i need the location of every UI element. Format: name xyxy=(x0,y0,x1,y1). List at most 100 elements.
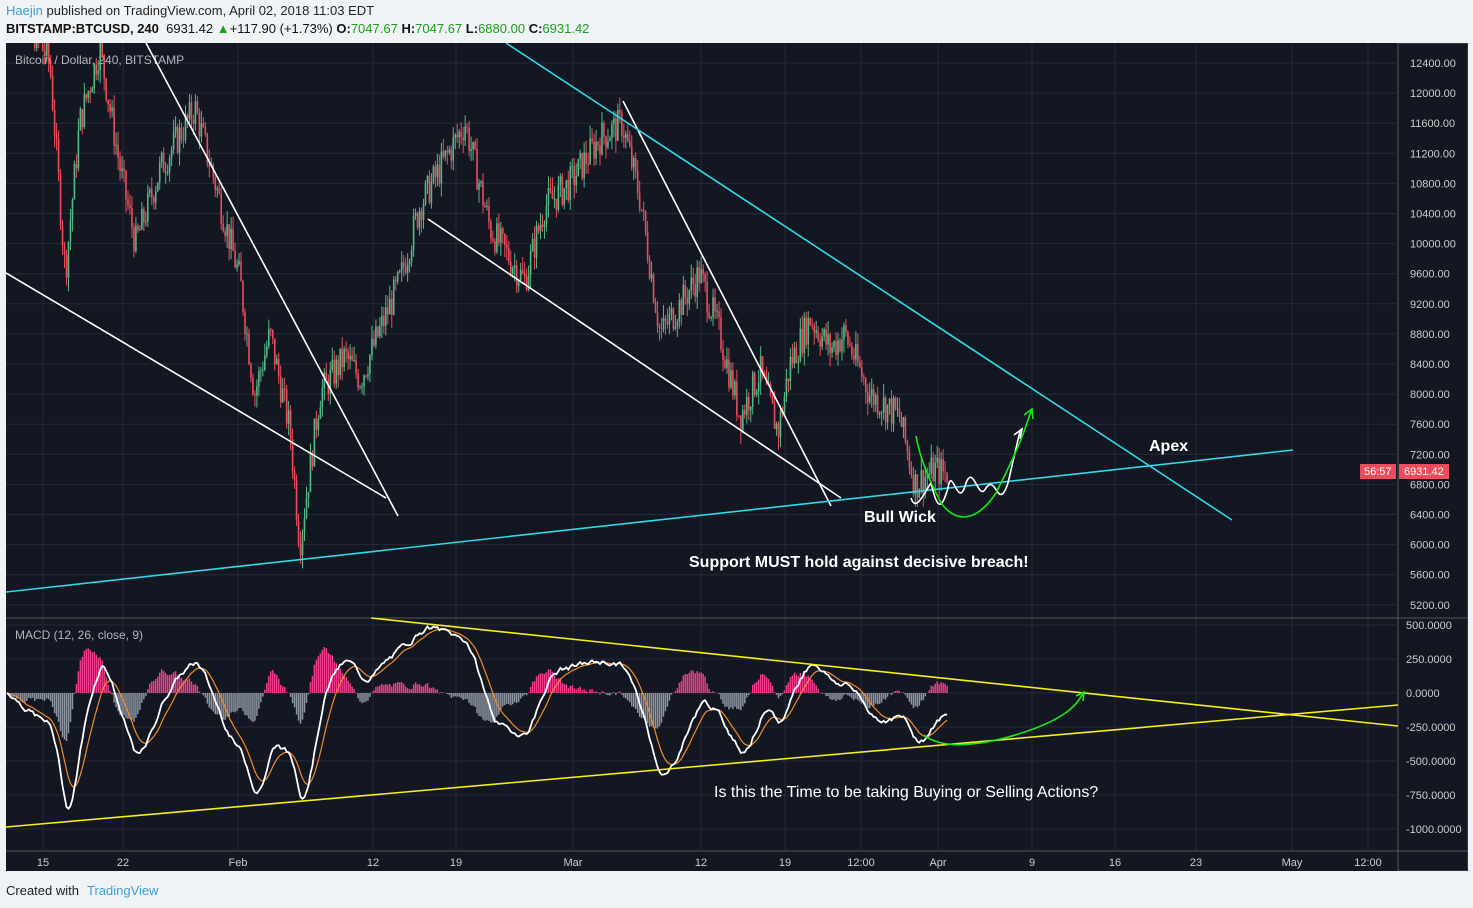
candle xyxy=(295,480,298,521)
candle xyxy=(424,182,427,205)
candle xyxy=(343,348,345,367)
time-tick: 19 xyxy=(450,857,462,869)
candle xyxy=(573,165,576,186)
candle xyxy=(184,114,187,140)
candle xyxy=(742,409,744,431)
candle xyxy=(61,224,64,246)
candle xyxy=(730,370,732,388)
candle xyxy=(902,417,905,428)
candle xyxy=(724,360,726,369)
chart-canvas[interactable]: Bitcoin / Dollar, 240, BITSTAMP MACD (12… xyxy=(6,43,1468,871)
candle xyxy=(892,397,895,424)
macd-line xyxy=(6,624,948,811)
candle xyxy=(222,223,224,232)
candle xyxy=(577,158,579,177)
candle xyxy=(680,300,683,316)
candle xyxy=(563,188,566,205)
price-tick: 9600.00 xyxy=(1410,269,1450,281)
candle xyxy=(150,189,153,198)
candle xyxy=(133,228,135,252)
candle xyxy=(301,532,304,556)
candle xyxy=(381,315,383,326)
candle xyxy=(864,378,867,392)
time-tick: Mar xyxy=(564,857,583,869)
candle xyxy=(216,188,219,190)
candle xyxy=(619,109,621,113)
candle xyxy=(944,471,946,473)
candle xyxy=(791,356,794,364)
candle xyxy=(182,139,185,141)
candle xyxy=(740,415,742,431)
candle xyxy=(785,378,788,396)
candle xyxy=(488,206,490,223)
candle xyxy=(559,176,562,185)
candle xyxy=(254,394,256,396)
candle xyxy=(500,228,502,243)
candle xyxy=(232,228,234,251)
candle xyxy=(847,331,849,345)
candle xyxy=(670,308,673,314)
candle xyxy=(244,311,246,334)
candle xyxy=(446,150,449,153)
candle xyxy=(617,109,619,141)
low: 6880.00 xyxy=(478,21,526,36)
time-tick: 23 xyxy=(1190,857,1202,869)
candle xyxy=(621,112,623,136)
time-tick: 12:00 xyxy=(847,857,875,869)
tradingview-link[interactable]: TradingView xyxy=(86,883,159,898)
chart-background xyxy=(6,43,1398,871)
candle xyxy=(93,64,96,89)
candle xyxy=(333,359,336,384)
candle xyxy=(198,113,201,137)
candle xyxy=(373,338,375,346)
price-axis[interactable] xyxy=(1397,43,1468,871)
price-tick: 12000.00 xyxy=(1410,88,1456,100)
candle xyxy=(609,138,611,142)
candle xyxy=(486,206,488,208)
candle xyxy=(718,311,720,317)
author-link[interactable]: Haejin xyxy=(6,3,43,18)
candle xyxy=(390,298,393,315)
candle xyxy=(335,359,338,384)
macd-support-yellow xyxy=(6,704,1399,828)
candle xyxy=(103,54,105,79)
candle xyxy=(664,318,667,322)
candle xyxy=(484,205,486,208)
candles xyxy=(33,43,948,569)
time-tick: 15 xyxy=(37,857,49,869)
candle xyxy=(99,43,102,71)
macd-signal-line xyxy=(6,628,948,788)
candle xyxy=(426,175,429,183)
candle xyxy=(605,136,607,148)
candle xyxy=(107,99,109,105)
candle xyxy=(319,407,322,419)
candle xyxy=(248,333,250,365)
candle xyxy=(626,133,629,142)
time-tick: 16 xyxy=(1109,857,1121,869)
candle xyxy=(535,226,538,258)
candle xyxy=(916,474,919,498)
candle xyxy=(87,91,90,99)
price-tick: 10000.00 xyxy=(1410,239,1456,251)
price-tick: 9200.00 xyxy=(1410,299,1450,311)
candle xyxy=(904,417,907,442)
candle xyxy=(611,124,613,139)
time-tick: 12 xyxy=(367,857,379,869)
candle xyxy=(47,43,50,61)
candle xyxy=(418,210,421,228)
candle xyxy=(666,321,669,325)
candle xyxy=(496,223,498,252)
candle xyxy=(728,359,730,388)
candle xyxy=(936,457,938,463)
candle xyxy=(861,366,863,378)
candle xyxy=(305,497,308,518)
candle xyxy=(464,126,466,141)
price-tick: 6800.00 xyxy=(1410,479,1450,491)
candle xyxy=(230,228,232,250)
countdown-text: 56:57 xyxy=(1364,466,1392,478)
candle xyxy=(690,277,693,291)
candle xyxy=(799,328,802,362)
candle xyxy=(123,168,125,172)
candle xyxy=(747,396,750,411)
trendlines[interactable] xyxy=(6,43,1399,828)
